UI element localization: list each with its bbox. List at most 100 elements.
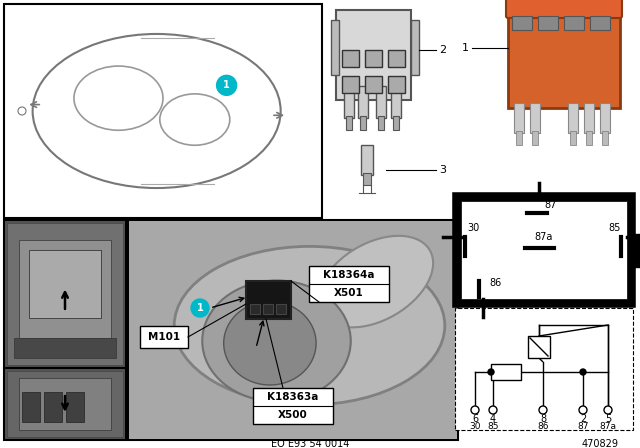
Circle shape [539, 406, 547, 414]
Bar [391, 86, 401, 118]
Bar [4, 368, 126, 440]
Bar [346, 116, 352, 130]
Circle shape [489, 406, 497, 414]
Text: 2: 2 [440, 45, 447, 55]
Ellipse shape [33, 34, 281, 188]
Text: 87a: 87a [535, 232, 553, 242]
Bar [14, 338, 116, 358]
Text: 1: 1 [196, 303, 204, 313]
Bar [22, 392, 40, 422]
Bar [263, 304, 273, 314]
Bar [29, 250, 101, 318]
Bar [365, 50, 382, 67]
Bar [528, 336, 550, 358]
Text: K18363a: K18363a [268, 392, 319, 402]
FancyBboxPatch shape [506, 0, 622, 18]
Bar [336, 10, 411, 100]
Text: 1: 1 [223, 80, 230, 90]
Text: 4: 4 [490, 414, 496, 424]
Circle shape [191, 299, 209, 317]
Text: 5: 5 [605, 414, 611, 424]
Text: 87: 87 [545, 200, 557, 210]
Circle shape [579, 406, 587, 414]
Bar [516, 131, 522, 145]
Text: M101: M101 [148, 332, 180, 342]
Text: X500: X500 [278, 410, 308, 420]
Text: 86: 86 [489, 278, 501, 288]
Bar [461, 201, 627, 299]
Bar [344, 86, 354, 118]
Bar [532, 131, 538, 145]
Bar [19, 378, 111, 430]
Ellipse shape [224, 302, 316, 385]
Bar [602, 131, 608, 145]
Bar [4, 4, 322, 218]
Bar [360, 116, 366, 130]
Text: X501: X501 [334, 288, 364, 298]
Bar [129, 221, 457, 439]
Bar [7, 371, 123, 437]
Bar [584, 103, 594, 133]
Text: 85: 85 [487, 422, 499, 431]
Bar [508, 8, 620, 108]
Bar [455, 308, 633, 430]
Bar [365, 76, 382, 93]
Bar [538, 16, 558, 30]
Bar [19, 240, 111, 338]
Circle shape [216, 75, 237, 95]
Text: 8: 8 [540, 414, 546, 424]
Circle shape [604, 406, 612, 414]
Bar [331, 20, 339, 75]
Text: 30: 30 [467, 223, 479, 233]
Ellipse shape [174, 246, 445, 405]
Bar [250, 304, 260, 314]
Text: 2: 2 [580, 414, 586, 424]
Ellipse shape [318, 236, 433, 327]
Circle shape [471, 406, 479, 414]
Circle shape [488, 369, 494, 375]
Text: 1: 1 [461, 43, 468, 53]
Bar [600, 103, 610, 133]
Text: 86: 86 [537, 422, 548, 431]
Ellipse shape [202, 280, 351, 401]
Bar [342, 76, 359, 93]
Circle shape [580, 369, 586, 375]
Bar [514, 103, 524, 133]
Ellipse shape [160, 94, 230, 145]
Bar [512, 16, 532, 30]
Text: K18364a: K18364a [323, 270, 375, 280]
Circle shape [18, 107, 26, 115]
Text: 470829: 470829 [582, 439, 618, 448]
Bar [66, 392, 84, 422]
Bar [363, 173, 371, 185]
Bar [358, 86, 368, 118]
Bar [342, 50, 359, 67]
Text: 3: 3 [440, 165, 447, 175]
Ellipse shape [74, 66, 163, 130]
Text: 87: 87 [577, 422, 589, 431]
Bar [44, 392, 62, 422]
Bar [361, 145, 373, 175]
Text: 85: 85 [609, 223, 621, 233]
Bar [393, 116, 399, 130]
Bar [590, 16, 610, 30]
Bar [388, 50, 405, 67]
Bar [564, 16, 584, 30]
Bar [7, 223, 123, 365]
Bar [276, 304, 286, 314]
Bar [128, 220, 458, 440]
Bar [378, 116, 384, 130]
Bar [4, 220, 126, 368]
Bar [376, 86, 386, 118]
Text: 87a: 87a [600, 422, 616, 431]
Bar [570, 131, 576, 145]
Bar [631, 233, 640, 267]
Bar [530, 103, 540, 133]
Text: 30: 30 [469, 422, 481, 431]
Bar [246, 281, 291, 319]
Bar [140, 326, 188, 348]
Bar [411, 20, 419, 75]
Bar [388, 76, 405, 93]
Bar [253, 388, 333, 424]
Text: EO E93 54 0014: EO E93 54 0014 [271, 439, 349, 448]
